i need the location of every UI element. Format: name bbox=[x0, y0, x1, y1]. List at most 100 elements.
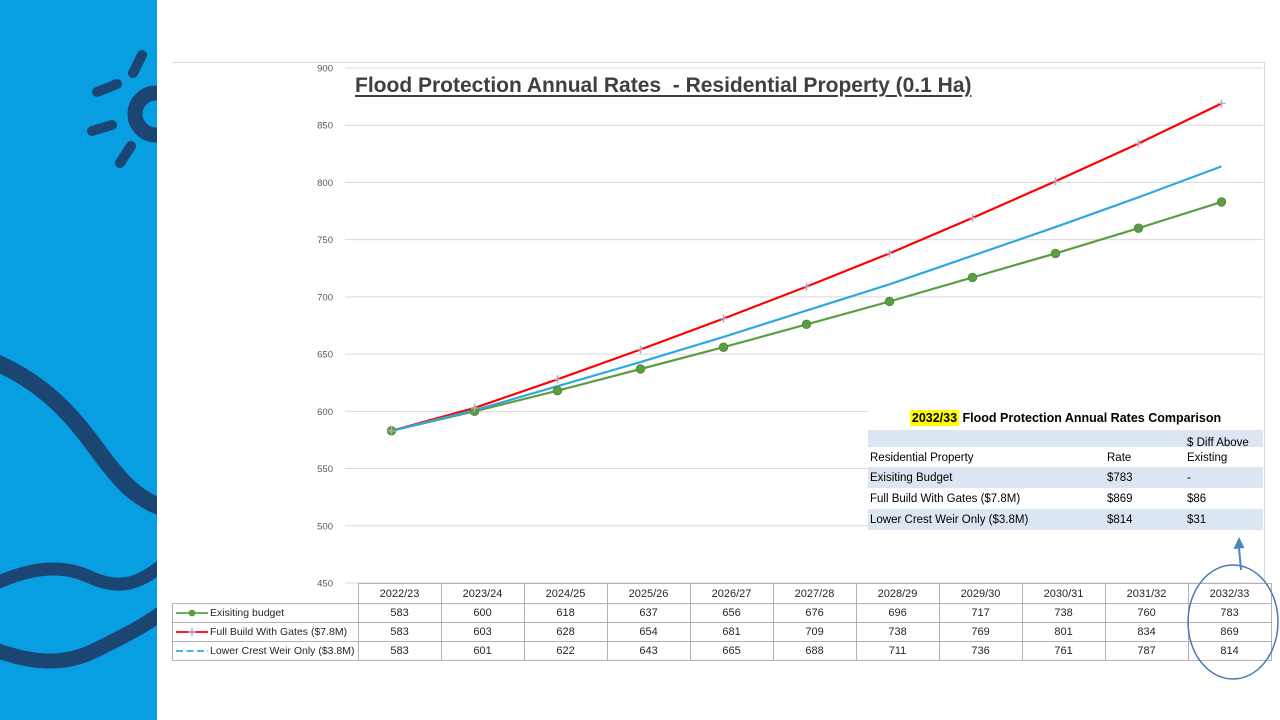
comparison-cell: $31 bbox=[1187, 513, 1207, 526]
legend-label: Lower Crest Weir Only ($3.8M) bbox=[210, 645, 355, 657]
year-header-cell: 2023/24 bbox=[440, 583, 525, 604]
decorative-sidebar bbox=[0, 0, 157, 720]
value-cell: 761 bbox=[1021, 641, 1106, 661]
value-cell: 801 bbox=[1021, 622, 1106, 642]
value-cell: 711 bbox=[855, 641, 940, 661]
value-cell: 787 bbox=[1104, 641, 1189, 661]
value-cell: 600 bbox=[440, 603, 525, 623]
value-cell: 622 bbox=[523, 641, 608, 661]
comparison-row: Full Build With Gates ($7.8M) $869 $86 bbox=[868, 488, 1263, 509]
y-axis-labels: 450 500 550 600 650 700 750 800 850 900 bbox=[317, 64, 333, 590]
value-cell: 709 bbox=[772, 622, 857, 642]
svg-text:650: 650 bbox=[317, 350, 333, 361]
value-cell: 738 bbox=[1021, 603, 1106, 623]
value-cell: 654 bbox=[606, 622, 691, 642]
value-cell: 696 bbox=[855, 603, 940, 623]
svg-text:700: 700 bbox=[317, 292, 333, 303]
legend-swatch-icon bbox=[176, 650, 208, 652]
comparison-title-text: Flood Protection Annual Rates Comparison bbox=[959, 411, 1222, 425]
svg-text:800: 800 bbox=[317, 178, 333, 189]
comparison-row: Lower Crest Weir Only ($3.8M) $814 $31 bbox=[868, 509, 1263, 530]
year-header-row: 2022/23 2023/24 2024/25 2025/26 2026/27 2027/… bbox=[173, 583, 1272, 604]
year-header-cell: 2028/29 bbox=[855, 583, 940, 604]
series-line-full-build-with-gates-7-8m bbox=[391, 102, 1222, 432]
year-header-cell: 2032/33 bbox=[1187, 583, 1272, 604]
table-row: Exisiting budget 583 600 618 637 656 676 696 717… bbox=[172, 603, 1272, 623]
comparison-cell: $86 bbox=[1187, 492, 1207, 505]
comparison-cell: Full Build With Gates ($7.8M) bbox=[870, 492, 1021, 505]
highlighted-year: 2032/33 bbox=[909, 410, 960, 426]
wave-graphic bbox=[0, 560, 157, 591]
svg-text:450: 450 bbox=[317, 579, 333, 590]
legend-swatch-icon bbox=[176, 628, 208, 636]
value-cell: 601 bbox=[440, 641, 525, 661]
value-cell: 783 bbox=[1187, 603, 1272, 623]
value-cell: 656 bbox=[689, 603, 774, 623]
year-header-cell: 2026/27 bbox=[689, 583, 774, 604]
svg-text:550: 550 bbox=[317, 464, 333, 475]
comparison-grid: Residential Property Rate $ Diff Above Exi… bbox=[868, 430, 1263, 530]
value-cell: 760 bbox=[1104, 603, 1189, 623]
comparison-row: Exisiting Budget $783 - bbox=[868, 467, 1263, 488]
year-header-cell: 2027/28 bbox=[772, 583, 857, 604]
value-cell: 628 bbox=[523, 622, 608, 642]
year-header-cell: 2025/26 bbox=[606, 583, 691, 604]
svg-text:500: 500 bbox=[317, 521, 333, 532]
series-markers-full-build-with-gates-7-8m bbox=[387, 99, 1226, 435]
comparison-title: 2032/33 Flood Protection Annual Rates Co… bbox=[868, 407, 1263, 430]
legend-swatch-icon bbox=[176, 609, 208, 617]
comparison-column-header: Residential Property bbox=[868, 430, 1105, 467]
wave-graphic bbox=[0, 607, 157, 669]
series-line-lower-crest-weir-only-3-8m bbox=[391, 165, 1222, 432]
comparison-column-header: $ Diff Above Existing bbox=[1185, 430, 1263, 467]
comparison-cell: Exisiting Budget bbox=[870, 471, 953, 484]
value-cell: 643 bbox=[606, 641, 691, 661]
year-header-cell: 2030/31 bbox=[1021, 583, 1106, 604]
comparison-cell: $869 bbox=[1107, 492, 1133, 505]
legend-label: Exisiting budget bbox=[210, 607, 285, 619]
comparison-cell: Lower Crest Weir Only ($3.8M) bbox=[870, 513, 1029, 526]
legend-label: Full Build With Gates ($7.8M) bbox=[210, 626, 348, 638]
table-row: Full Build With Gates ($7.8M) 583 603 628 65… bbox=[172, 622, 1272, 642]
table-row: Lower Crest Weir Only ($3.8M) 583 601 622 64… bbox=[172, 641, 1272, 661]
value-cell: 688 bbox=[772, 641, 857, 661]
year-header-cell: 2029/30 bbox=[938, 583, 1023, 604]
sidebar-graphics bbox=[0, 50, 157, 669]
year-header-cell: 2022/23 bbox=[357, 583, 442, 604]
comparison-cell: $783 bbox=[1107, 471, 1133, 484]
comparison-header-row: Residential Property Rate $ Diff Above Exi… bbox=[868, 430, 1263, 467]
value-cell: 676 bbox=[772, 603, 857, 623]
comparison-column-header: Rate bbox=[1105, 430, 1185, 467]
chart-title: Flood Protection Annual Rates - Resident… bbox=[355, 74, 972, 97]
value-cell: 869 bbox=[1187, 622, 1272, 642]
chart-data-table: 2022/23 2023/24 2024/25 2025/26 2026/27 2027/… bbox=[172, 583, 1272, 661]
series-markers-exisiting-budget bbox=[386, 197, 1227, 436]
value-cell: 738 bbox=[855, 622, 940, 642]
value-cell: 583 bbox=[357, 641, 442, 661]
value-cell: 583 bbox=[357, 622, 442, 642]
value-cell: 736 bbox=[938, 641, 1023, 661]
value-cell: 834 bbox=[1104, 622, 1189, 642]
wave-graphic bbox=[0, 355, 157, 515]
svg-text:750: 750 bbox=[317, 235, 333, 246]
svg-text:850: 850 bbox=[317, 121, 333, 132]
comparison-table: 2032/33 Flood Protection Annual Rates Co… bbox=[868, 407, 1263, 530]
comparison-cell: $814 bbox=[1107, 513, 1133, 526]
empty-corner-cell bbox=[173, 584, 359, 604]
comparison-cell: - bbox=[1187, 471, 1191, 484]
value-cell: 717 bbox=[938, 603, 1023, 623]
legend-cell: Lower Crest Weir Only ($3.8M) bbox=[172, 641, 359, 661]
value-cell: 665 bbox=[689, 641, 774, 661]
series-line-exisiting-budget bbox=[391, 200, 1222, 432]
value-cell: 618 bbox=[523, 603, 608, 623]
value-cell: 814 bbox=[1187, 641, 1272, 661]
legend-cell: Full Build With Gates ($7.8M) bbox=[172, 622, 359, 642]
value-cell: 769 bbox=[938, 622, 1023, 642]
legend-cell: Exisiting budget bbox=[172, 603, 359, 623]
value-cell: 681 bbox=[689, 622, 774, 642]
sun-icon bbox=[87, 50, 157, 168]
svg-text:600: 600 bbox=[317, 407, 333, 418]
value-cell: 603 bbox=[440, 622, 525, 642]
year-header-cell: 2031/32 bbox=[1104, 583, 1189, 604]
